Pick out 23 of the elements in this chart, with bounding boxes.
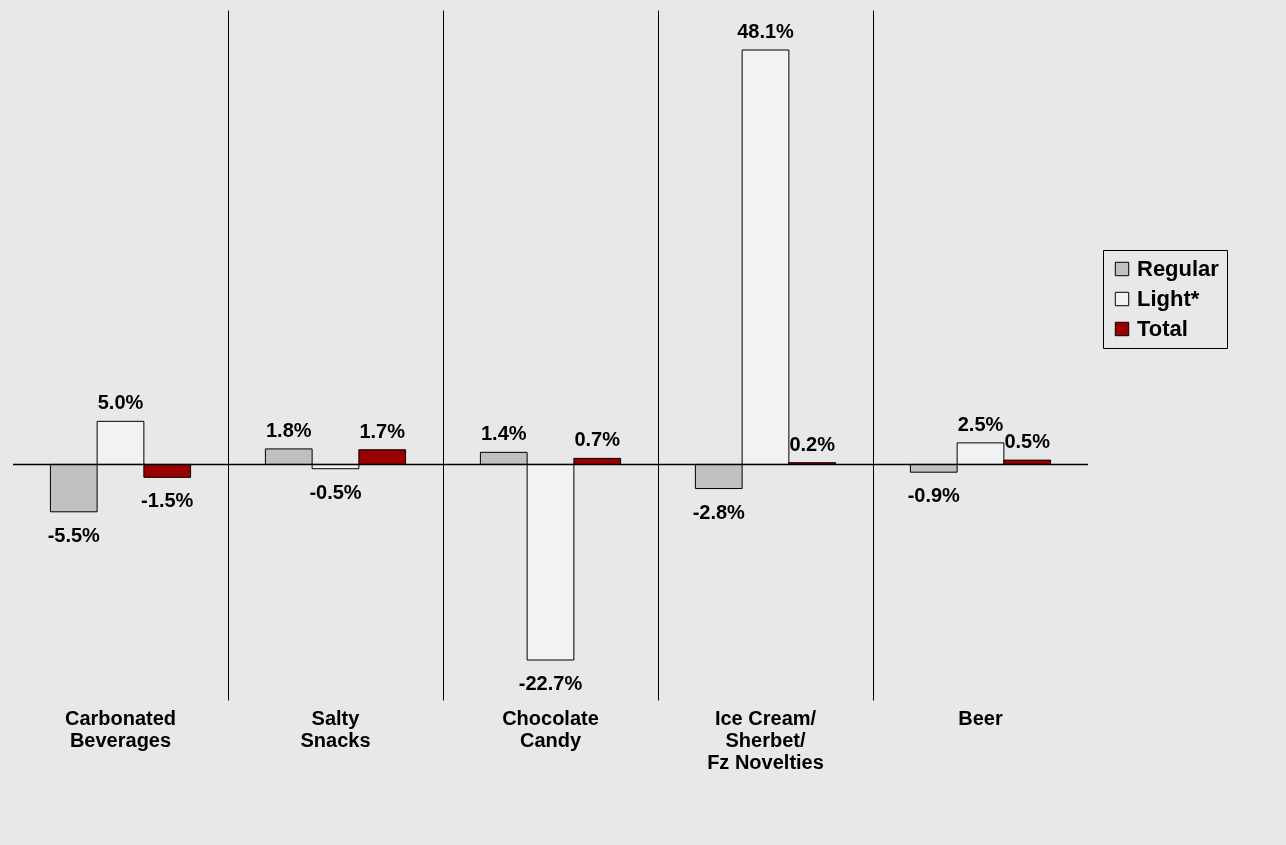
data-label: -2.8% bbox=[692, 500, 746, 523]
data-label: 0.5% bbox=[1004, 430, 1051, 453]
x-tick-label: Salty Snacks bbox=[300, 706, 371, 751]
data-label: 1.8% bbox=[265, 418, 312, 441]
data-label: 48.1% bbox=[737, 20, 795, 42]
x-tick-label: Beer bbox=[958, 706, 1003, 729]
data-label: -5.5% bbox=[47, 523, 101, 546]
data-label: 1.4% bbox=[480, 422, 527, 445]
legend-label: Regular bbox=[1137, 256, 1220, 281]
data-label: 0.7% bbox=[574, 428, 621, 451]
x-tick-label: Carbonated Beverages bbox=[64, 706, 177, 751]
data-label: -0.9% bbox=[907, 484, 961, 507]
legend-label: Total bbox=[1137, 316, 1188, 341]
data-label: -1.5% bbox=[141, 489, 194, 512]
legend-label: Light* bbox=[1137, 286, 1200, 311]
data-label: -0.5% bbox=[309, 480, 362, 503]
data-label: 2.5% bbox=[957, 412, 1004, 435]
x-tick-label: Chocolate Candy bbox=[502, 706, 599, 751]
data-label: 1.7% bbox=[359, 419, 406, 442]
data-label: 5.0% bbox=[97, 391, 144, 414]
x-tick-label: Ice Cream/ Sherbet/ Fz Novelties bbox=[707, 706, 824, 773]
data-label: 0.2% bbox=[789, 432, 836, 455]
data-label: -22.7% bbox=[518, 672, 583, 694]
